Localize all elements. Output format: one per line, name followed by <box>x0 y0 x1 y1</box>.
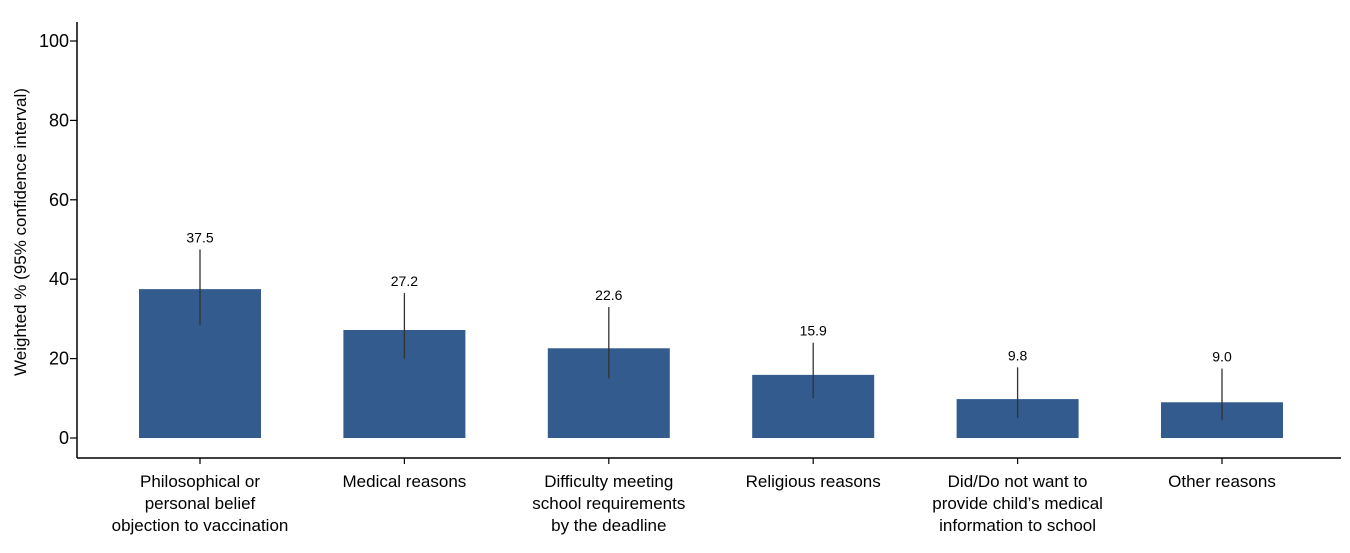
labels-group: 37.5 Philosophical or personal belief objec… <box>112 229 1276 535</box>
bars-group <box>139 289 1283 438</box>
x-tick-label-line: Medical reasons <box>343 472 467 491</box>
y-tick-label: 80 <box>49 110 69 130</box>
x-tick-label-line: Other reasons <box>1168 472 1276 491</box>
y-tick-label: 20 <box>49 349 69 369</box>
y-tick-label: 40 <box>49 269 69 289</box>
y-axis-title: Weighted % (95% confidence interval) <box>11 88 30 376</box>
data-label: 37.5 <box>186 229 213 245</box>
data-label: 27.2 <box>391 273 418 289</box>
x-tick-label: Medical reasons <box>343 472 467 491</box>
y-tick-label: 60 <box>49 190 69 210</box>
x-tick-label-line: school requirements <box>532 494 685 513</box>
error-bars-group <box>199 249 1223 421</box>
x-tick-label-line: Difficulty meeting <box>544 472 673 491</box>
y-tick-label: 100 <box>39 31 69 51</box>
x-tick-label-line: by the deadline <box>551 516 666 535</box>
x-tick-label: Difficulty meeting school requirements by … <box>532 472 685 535</box>
x-tick-label-line: objection to vaccination <box>112 516 289 535</box>
axes: 0 20 40 60 80 100 <box>39 22 1341 464</box>
x-tick-label-line: Philosophical or <box>140 472 260 491</box>
x-tick-label: Did/Do not want to provide child’s medica… <box>932 472 1103 535</box>
data-label: 9.8 <box>1008 347 1028 363</box>
x-tick-label-line: provide child’s medical <box>932 494 1103 513</box>
data-label: 22.6 <box>595 287 622 303</box>
x-tick-label: Religious reasons <box>746 472 881 491</box>
data-label: 9.0 <box>1212 349 1232 365</box>
x-tick-label-line: Religious reasons <box>746 472 881 491</box>
x-tick-label-line: Did/Do not want to <box>948 472 1088 491</box>
x-tick-label-line: information to school <box>939 516 1096 535</box>
x-tick-label: Other reasons <box>1168 472 1276 491</box>
x-tick-label: Philosophical or personal belief objection… <box>112 472 289 535</box>
x-tick-label-line: personal belief <box>145 494 256 513</box>
data-label: 15.9 <box>800 323 827 339</box>
y-tick-label: 0 <box>59 428 69 448</box>
